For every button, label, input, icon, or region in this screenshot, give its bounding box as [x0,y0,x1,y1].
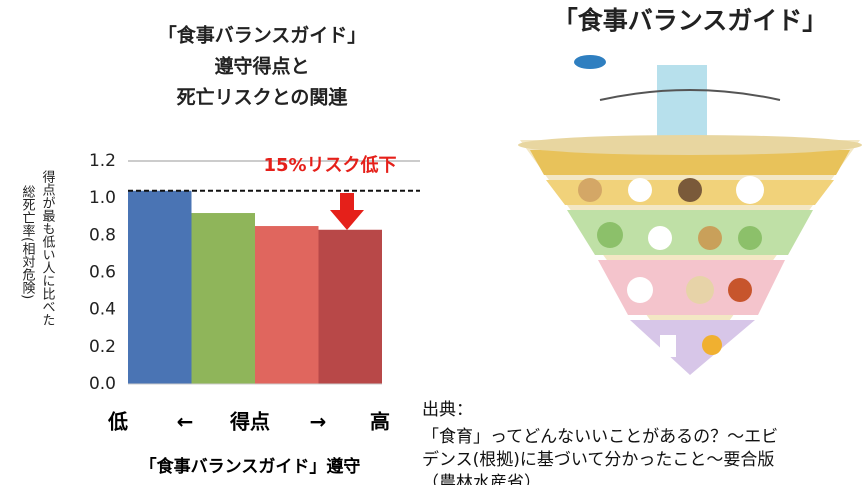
spinning-top-illustration [518,55,862,375]
x-axis-text: → [310,410,327,434]
y-tick-label: 0.4 [89,300,116,320]
source-line: デンス(根拠)に基づいて分かったこと～要合版 [422,449,774,470]
x-axis-text: 得点 [229,410,270,434]
bar [255,226,319,384]
y-tick-label: 0.0 [89,374,116,394]
chart-title: 「食事バランスガイド」 [158,24,367,47]
y-tick-label: 0.2 [89,337,116,357]
y-tick-label: 1.0 [89,188,116,208]
x-axis-text: 高 [370,410,390,434]
y-tick-label: 1.2 [89,151,116,171]
chart-title: 遵守得点と [214,55,309,78]
chart-title: 死亡リスクとの関連 [177,86,349,109]
source-line: （農林水産省） [422,473,541,485]
bar [191,213,255,384]
y-axis-label: 得点が最も低い人に比べた [40,169,56,326]
bar [318,229,382,384]
y-axis-label: 総死亡率(相対危険) [20,185,36,299]
illustration-title: 「食事バランスガイド」 [553,6,828,35]
x-axis-text: ← [177,410,194,434]
source-line: 「食育」ってどんないいことがあるの？～エビ [422,427,778,447]
y-tick-label: 0.6 [89,263,116,283]
source-heading: 出典： [422,400,473,420]
y-tick-label: 0.8 [89,225,116,245]
x-axis-label: 「食事バランスガイド」遵守 [140,456,361,477]
x-axis-text: 低 [107,410,128,434]
annotation-arrow [330,193,364,230]
annotation: 15%リスク低下 [263,154,396,176]
bar [128,190,192,384]
